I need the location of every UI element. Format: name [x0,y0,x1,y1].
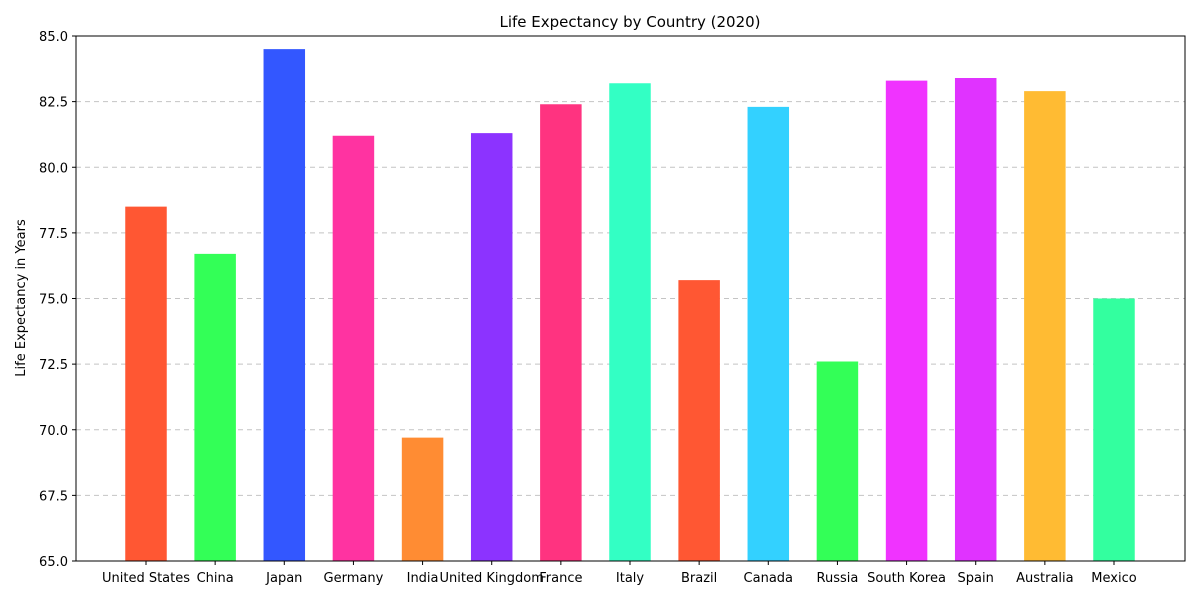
bars [125,49,1135,561]
x-tick-label: United States [102,571,190,586]
bar-united-kingdom [470,133,513,561]
bar-germany [332,135,375,561]
x-axis-ticks: United States China Japan Germany India Unite… [102,561,1137,586]
bar-mexico [1093,298,1135,561]
x-tick-label: Italy [616,571,645,586]
x-tick-label: Spain [958,571,994,586]
y-tick-label: 72.5 [39,358,68,373]
bar-united-states [125,206,167,561]
x-tick-label: Russia [817,571,859,586]
y-axis-label: Life Expectancy in Years [14,219,29,377]
y-tick-label: 70.0 [39,424,68,439]
y-tick-label: 82.5 [39,96,68,111]
chart-title: Life Expectancy by Country (2020) [499,13,760,31]
x-tick-label: France [539,571,582,586]
y-tick-label: 77.5 [39,227,68,242]
x-tick-label: India [407,571,439,586]
bar-japan [263,49,306,561]
bar-brazil [678,280,720,561]
bar-france [540,104,582,561]
x-tick-label: Canada [744,571,793,586]
x-tick-label: Germany [324,571,384,586]
bar-italy [609,83,651,561]
x-tick-label: South Korea [867,571,946,586]
x-tick-label: Australia [1016,571,1074,586]
bar-russia [816,361,859,561]
y-tick-label: 65.0 [39,555,68,570]
y-tick-label: 80.0 [39,161,68,176]
bar-india [401,437,444,561]
gridlines [76,101,1185,496]
x-tick-label: United Kingdom [440,571,544,586]
x-tick-label: Mexico [1091,571,1136,586]
bar-spain [954,78,997,561]
x-tick-label: Japan [265,571,302,586]
x-tick-label: China [197,571,234,586]
y-tick-label: 75.0 [39,293,68,308]
x-tick-label: Brazil [681,571,717,586]
bar-canada [747,106,790,561]
y-tick-label: 85.0 [39,30,68,45]
bar-south-korea [885,80,928,561]
y-axis-ticks: 65.0 67.5 70.0 72.5 75.0 77.5 80.0 82.5 85.0 [39,30,76,570]
bar-australia [1024,91,1066,561]
y-tick-label: 67.5 [39,489,68,504]
bar-china [194,253,236,561]
